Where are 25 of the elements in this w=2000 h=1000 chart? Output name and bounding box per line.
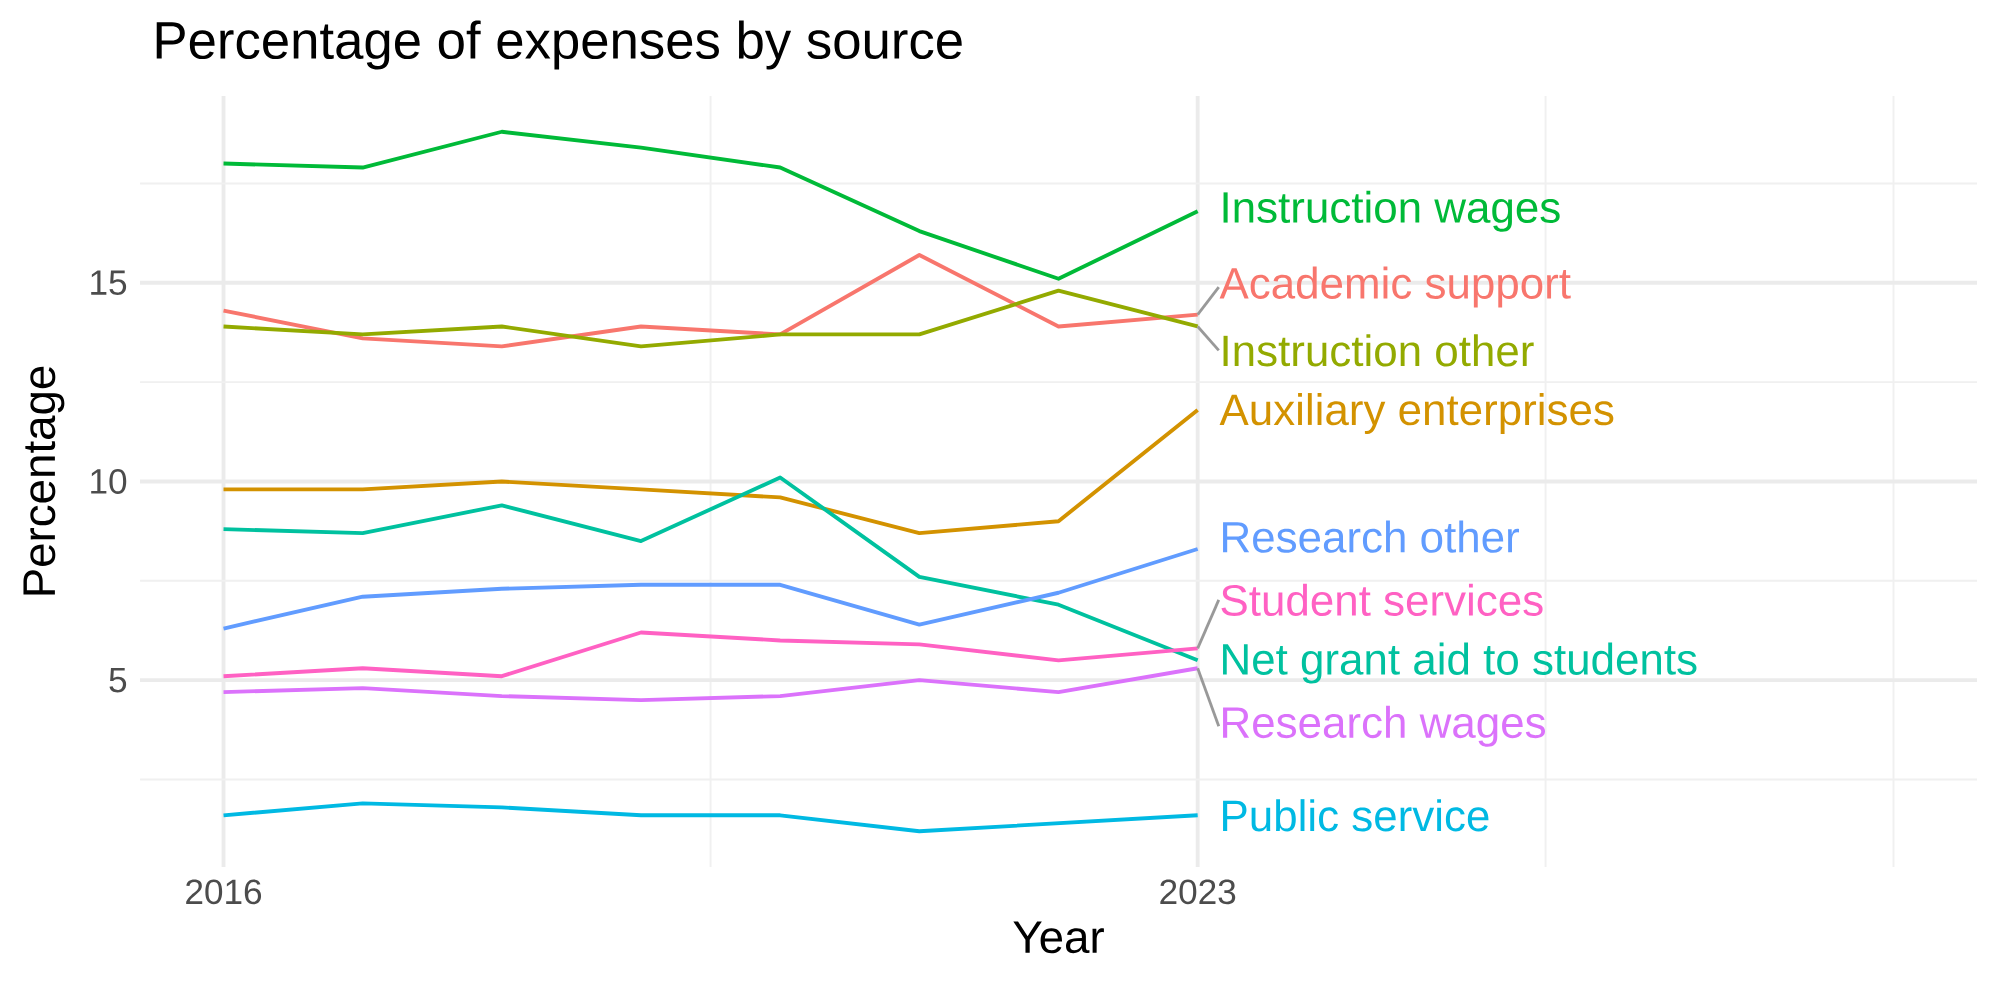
chart-title: Percentage of expenses by source — [156, 20, 962, 70]
series-label: Public service — [1223, 799, 1489, 832]
line-series — [221, 129, 1200, 281]
y-tick-label: 5 — [109, 667, 127, 693]
x-axis-title: Year — [1013, 921, 1104, 954]
line-series — [221, 666, 1200, 703]
y-tick-label: 10 — [91, 469, 127, 494]
series-label: Student services — [1221, 583, 1543, 617]
series-label: Instruction wages — [1223, 190, 1560, 232]
series-label: Research wages — [1223, 705, 1546, 747]
series-label: Research other — [1223, 520, 1519, 553]
series-label: Instruction other — [1223, 334, 1534, 367]
line-series — [221, 288, 1200, 349]
x-tick-label: 2016 — [186, 879, 262, 905]
line-series — [221, 475, 1200, 663]
line-series — [221, 547, 1200, 631]
line-series — [221, 408, 1200, 536]
y-axis-title: Percentage — [23, 366, 65, 595]
y-tick-label: 15 — [91, 270, 127, 296]
series-label: Auxiliary enterprises — [1219, 393, 1614, 435]
line-series — [221, 630, 1200, 679]
x-tick-label: 2023 — [1160, 879, 1236, 905]
series-label: Net grant aid to students — [1223, 642, 1697, 684]
line-series — [221, 253, 1200, 349]
series-label: Academic support — [1219, 266, 1571, 308]
